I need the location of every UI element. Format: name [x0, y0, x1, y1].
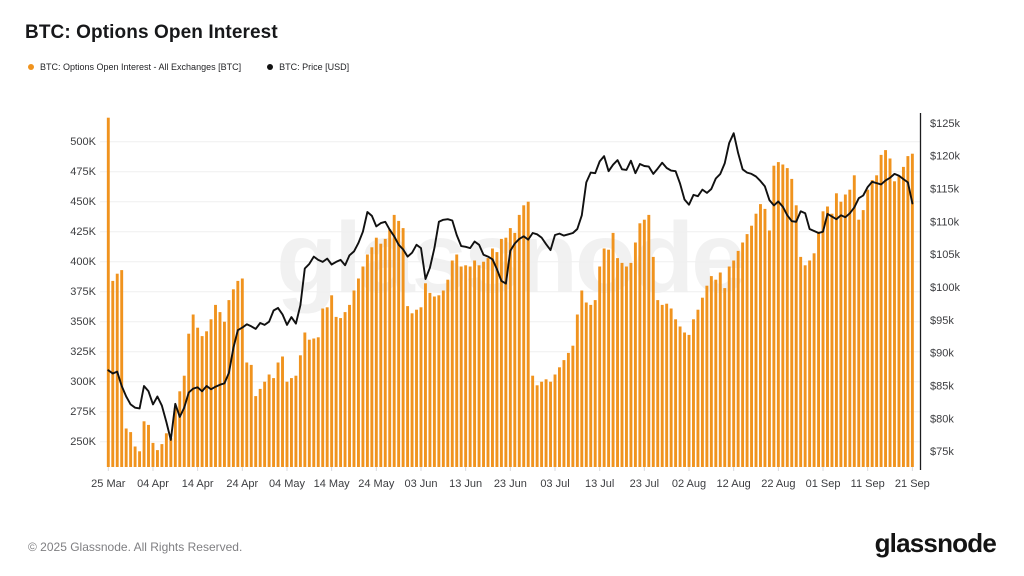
- price-legend-dot-icon: [267, 64, 274, 70]
- svg-text:14 May: 14 May: [314, 478, 351, 490]
- svg-text:12 Aug: 12 Aug: [717, 478, 751, 490]
- svg-text:500K: 500K: [70, 136, 96, 148]
- svg-text:24 Apr: 24 Apr: [226, 478, 258, 490]
- svg-text:$90k: $90k: [930, 348, 954, 360]
- left-axis-labels: 250K 275K 300K 325K 350K 375K 400K 425K 450K 475K…: [70, 136, 96, 448]
- svg-text:$110k: $110k: [930, 216, 960, 228]
- svg-text:250K: 250K: [70, 436, 96, 448]
- svg-text:24 May: 24 May: [358, 478, 395, 490]
- svg-text:23 Jun: 23 Jun: [494, 478, 527, 490]
- x-axis-labels: 25 Mar 04 Apr 14 Apr 24 Apr 04 May 14 May 24 M…: [91, 467, 930, 490]
- svg-text:21 Sep: 21 Sep: [895, 478, 930, 490]
- footer-copyright: © 2025 Glassnode. All Rights Reserved.: [28, 540, 243, 554]
- svg-text:400K: 400K: [70, 256, 96, 268]
- legend-item-price[interactable]: BTC: Price [USD]: [267, 62, 349, 72]
- svg-text:$95k: $95k: [930, 315, 954, 327]
- svg-text:450K: 450K: [70, 196, 96, 208]
- page-title: BTC: Options Open Interest: [25, 22, 278, 43]
- svg-text:$125k: $125k: [930, 118, 960, 130]
- open-interest-legend-dot-icon: [28, 64, 34, 70]
- svg-text:04 Apr: 04 Apr: [137, 478, 169, 490]
- legend-item-label: BTC: Price [USD]: [279, 62, 350, 72]
- svg-text:02 Aug: 02 Aug: [672, 478, 706, 490]
- svg-text:$80k: $80k: [930, 413, 954, 425]
- svg-text:13 Jul: 13 Jul: [585, 478, 614, 490]
- svg-text:11 Sep: 11 Sep: [851, 478, 885, 490]
- svg-text:23 Jul: 23 Jul: [630, 478, 659, 490]
- legend-item-label: BTC: Options Open Interest - All Exchang…: [40, 62, 242, 72]
- svg-text:01 Sep: 01 Sep: [806, 478, 841, 490]
- chart-legend: BTC: Options Open Interest - All Exchang…: [28, 62, 349, 72]
- open-interest-bars-series: [106, 117, 914, 468]
- svg-text:14 Apr: 14 Apr: [182, 478, 214, 490]
- svg-text:13 Jun: 13 Jun: [449, 478, 482, 490]
- svg-text:325K: 325K: [70, 346, 96, 358]
- right-axis-labels: $75k $80k $85k $90k $95k $100k $105k $110k $115k…: [930, 118, 960, 458]
- svg-text:$105k: $105k: [930, 249, 960, 261]
- svg-text:275K: 275K: [70, 406, 96, 418]
- svg-text:03 Jun: 03 Jun: [404, 478, 437, 490]
- svg-text:22 Aug: 22 Aug: [761, 478, 795, 490]
- svg-text:375K: 375K: [70, 286, 96, 298]
- svg-text:425K: 425K: [70, 226, 96, 238]
- svg-text:$100k: $100k: [930, 282, 960, 294]
- svg-text:25 Mar: 25 Mar: [91, 478, 126, 490]
- svg-text:03 Jul: 03 Jul: [540, 478, 569, 490]
- svg-text:04 May: 04 May: [269, 478, 306, 490]
- svg-text:475K: 475K: [70, 166, 96, 178]
- svg-text:350K: 350K: [70, 316, 96, 328]
- svg-text:$85k: $85k: [930, 381, 954, 393]
- glassnode-logo: glassnode: [874, 528, 997, 558]
- svg-text:$115k: $115k: [930, 183, 960, 195]
- svg-text:$75k: $75k: [930, 446, 954, 458]
- svg-text:300K: 300K: [70, 376, 96, 388]
- svg-text:$120k: $120k: [930, 151, 960, 163]
- price-line-series: [107, 132, 914, 441]
- legend-item-open-interest[interactable]: BTC: Options Open Interest - All Exchang…: [28, 62, 241, 72]
